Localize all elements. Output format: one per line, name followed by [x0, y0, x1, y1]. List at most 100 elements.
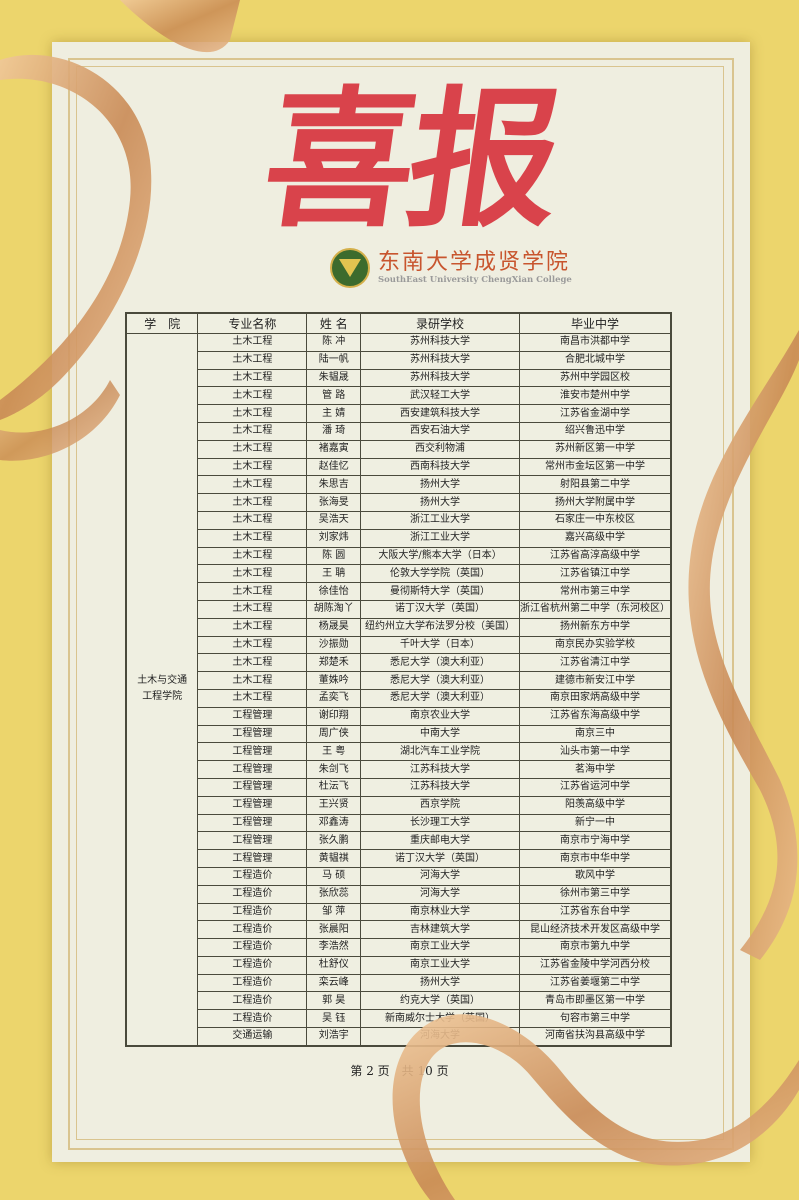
graduate-school-cell: 中南大学 [360, 724, 520, 744]
table-row: 土木工程 吴浩天 浙江工业大学 石家庄一中东校区 [126, 510, 672, 530]
table-row: 工程管理 周广侠 中南大学 南京三中 [126, 724, 672, 744]
student-name-cell: 张欣蕊 [306, 884, 362, 904]
student-name-cell: 孟奕飞 [306, 688, 362, 708]
table-row: 土木工程 张海旻 扬州大学 扬州大学附属中学 [126, 493, 672, 512]
student-name-cell: 邹 萍 [306, 902, 362, 922]
high-school-cell: 建德市新安江中学 [519, 671, 672, 690]
graduate-school-cell: 重庆邮电大学 [360, 831, 520, 851]
table-row: 工程造价马 硕河海大学 歌风中学 [126, 866, 672, 886]
table-row: 土木工程 刘家炜 浙江工业大学 嘉兴高级中学 [126, 528, 672, 548]
student-name-cell: 刘家炜 [306, 528, 362, 548]
graduate-school-cell: 长沙理工大学 [360, 813, 520, 833]
student-name-cell: 陈 冲 [306, 333, 362, 352]
table-row: 工程造价 张欣蕊 河海大学 徐州市第三中学 [126, 884, 672, 904]
major-cell: 土木工程 [197, 671, 308, 690]
major-cell: 土木工程 [197, 564, 308, 584]
graduate-school-cell: 河海大学 [360, 884, 520, 904]
graduate-school-cell: 江苏科技大学 [360, 760, 520, 779]
student-name-cell: 周广侠 [306, 724, 362, 744]
table-row: 土木工程 杨晟昊 纽约州立大学布法罗分校（美国） 扬州新东方中学 [126, 617, 672, 637]
graduate-school-cell: 悉尼大学（澳大利亚） [360, 688, 520, 708]
major-cell: 工程管理 [197, 849, 308, 868]
major-cell: 工程造价 [197, 902, 308, 922]
graduate-school-cell: 南京工业大学 [360, 955, 520, 975]
graduate-school-cell: 扬州大学 [360, 973, 520, 993]
high-school-cell: 茗海中学 [519, 760, 672, 779]
table-row: 工程造价 杜舒仪 南京工业大学 江苏省金陵中学河西分校 [126, 955, 672, 975]
high-school-cell: 石家庄一中东校区 [519, 510, 672, 530]
high-school-cell: 徐州市第三中学 [519, 884, 672, 904]
table-row: 土木工程 孟奕飞 悉尼大学（澳大利亚） 南京田家炳高级中学 [126, 688, 672, 708]
major-cell: 土木工程 [197, 493, 308, 512]
student-name-cell: 吴浩天 [306, 510, 362, 530]
student-name-cell: 吴 钰 [306, 1009, 362, 1029]
table-row: 土木工程 朱思吉 扬州大学 射阳县第二中学 [126, 475, 672, 495]
table-row: 土木工程 赵佳忆 西南科技大学 常州市金坛区第一中学 [126, 457, 672, 477]
high-school-cell: 苏州中学园区校 [519, 368, 672, 388]
high-school-cell: 江苏省金湖中学 [519, 404, 672, 423]
major-cell: 土木工程 [197, 528, 308, 548]
student-name-cell: 朱韫晟 [306, 368, 362, 388]
high-school-cell: 南京市中华中学 [519, 849, 672, 868]
table-row: 工程造价 张晨阳 吉林建筑大学 昆山经济技术开发区高级中学 [126, 920, 672, 940]
graduate-school-cell: 南京林业大学 [360, 902, 520, 922]
graduate-school-cell: 大阪大学/熊本大学（日本） [360, 546, 520, 566]
major-cell: 土木工程 [197, 333, 308, 352]
page-indicator: 第 2 页 共 10 页 [350, 1064, 449, 1078]
major-cell: 土木工程 [197, 439, 308, 459]
student-name-cell: 管 路 [306, 386, 362, 406]
student-name-cell: 张晨阳 [306, 920, 362, 940]
student-name-cell: 谢印翔 [306, 706, 362, 726]
graduate-school-cell: 西安石油大学 [360, 421, 520, 441]
table-row: 工程管理王 粤湖北汽车工业学院 汕头市第一中学 [126, 742, 672, 762]
graduate-school-cell: 西南科技大学 [360, 457, 520, 477]
graduate-school-cell: 西京学院 [360, 795, 520, 815]
high-school-cell: 淮安市楚州中学 [519, 386, 672, 406]
table-row: 工程造价邹 萍南京林业大学 江苏省东台中学 [126, 902, 672, 922]
major-cell: 工程造价 [197, 920, 308, 940]
student-name-cell: 褚嘉寅 [306, 439, 362, 459]
high-school-cell: 合肥北城中学 [519, 350, 672, 370]
major-cell: 工程造价 [197, 1009, 308, 1029]
major-cell: 工程造价 [197, 955, 308, 975]
major-cell: 工程造价 [197, 938, 308, 957]
major-cell: 工程管理 [197, 777, 308, 797]
student-name-cell: 潘 琦 [306, 421, 362, 441]
high-school-cell: 常州市金坛区第一中学 [519, 457, 672, 477]
student-name-cell: 王兴贤 [306, 795, 362, 815]
graduate-school-cell: 西交利物浦 [360, 439, 520, 459]
major-cell: 土木工程 [197, 475, 308, 495]
student-name-cell: 王 粤 [306, 742, 362, 762]
graduate-school-cell: 河海大学 [360, 1027, 520, 1047]
major-cell: 工程管理 [197, 706, 308, 726]
table-row: 工程管理 黄韫祺 诺丁汉大学（英国） 南京市中华中学 [126, 849, 672, 868]
student-name-cell: 胡陈淘丫 [306, 599, 362, 619]
high-school-cell: 江苏省清江中学 [519, 653, 672, 673]
student-name-cell: 杜舒仪 [306, 955, 362, 975]
student-name-cell: 朱剑飞 [306, 760, 362, 779]
graduate-school-cell: 纽约州立大学布法罗分校（美国） [360, 617, 520, 637]
table-row: 土木工程 胡陈淘丫 诺丁汉大学（英国） 浙江省杭州第二中学（东河校区） [126, 599, 672, 619]
graduate-school-cell: 新南威尔士大学（英国） [360, 1009, 520, 1029]
graduate-school-cell: 悉尼大学（澳大利亚） [360, 653, 520, 673]
high-school-cell: 江苏省金陵中学河西分校 [519, 955, 672, 975]
graduate-school-cell: 江苏科技大学 [360, 777, 520, 797]
table-row: 工程管理 谢印翔 南京农业大学 江苏省东海高级中学 [126, 706, 672, 726]
high-school-cell: 浙江省杭州第二中学（东河校区） [519, 599, 672, 619]
graduate-school-cell: 南京农业大学 [360, 706, 520, 726]
graduate-school-cell: 诺丁汉大学（英国） [360, 849, 520, 868]
table-row: 土木工程 郑楚禾 悉尼大学（澳大利亚） 江苏省清江中学 [126, 653, 672, 673]
high-school-cell: 江苏省镇江中学 [519, 564, 672, 584]
table-row: 土木工程 陆一帆 苏州科技大学 合肥北城中学 [126, 350, 672, 370]
student-name-cell: 主 婧 [306, 404, 362, 423]
graduate-school-cell: 浙江工业大学 [360, 510, 520, 530]
table-row: 土木工程潘 琦西安石油大学 绍兴鲁迅中学 [126, 421, 672, 441]
high-school-cell: 嘉兴高级中学 [519, 528, 672, 548]
high-school-cell: 南京田家炳高级中学 [519, 688, 672, 708]
major-cell: 工程造价 [197, 973, 308, 993]
high-school-cell: 江苏省东台中学 [519, 902, 672, 922]
student-name-cell: 栾云峰 [306, 973, 362, 993]
graduate-school-cell: 浙江工业大学 [360, 528, 520, 548]
major-cell: 土木工程 [197, 404, 308, 423]
high-school-cell: 阳羡高级中学 [519, 795, 672, 815]
